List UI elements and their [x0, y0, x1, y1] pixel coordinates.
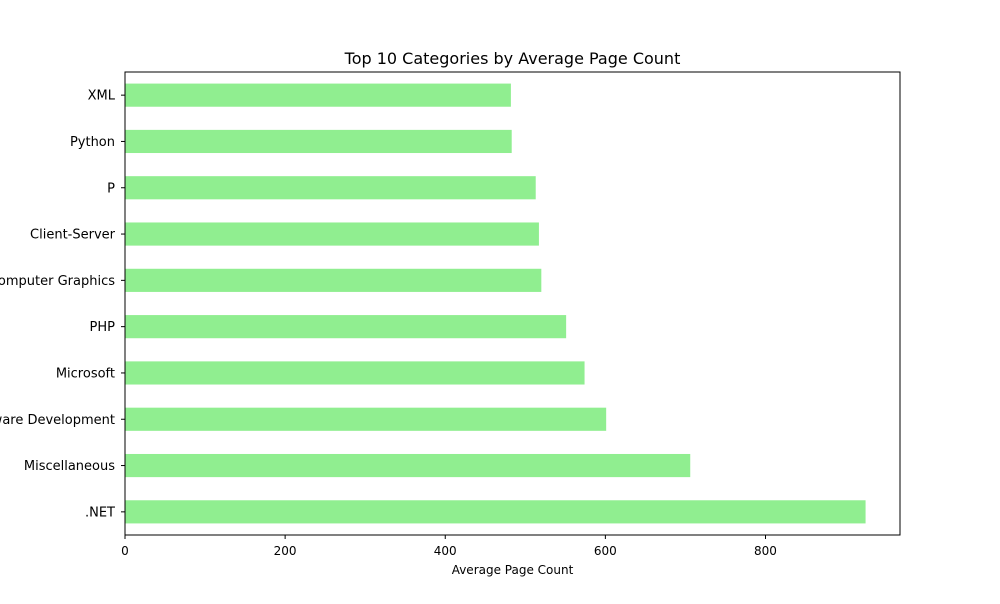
y-tick-label-7: P [107, 181, 115, 196]
x-axis-ticks: 0 200 400 600 800 [121, 535, 777, 558]
x-tick-label-2: 400 [434, 544, 457, 558]
y-tick-label-4: PHP [90, 320, 116, 335]
x-axis-label: Average Page Count [452, 563, 574, 577]
y-tick-label-6: Client-Server [30, 228, 116, 243]
bar-1 [125, 453, 691, 478]
bar-5 [125, 268, 542, 292]
bar-9 [125, 83, 511, 107]
bars-group [125, 83, 866, 524]
bar-7 [125, 176, 536, 200]
x-tick-label-0: 0 [121, 544, 129, 558]
y-tick-label-0: .NET [85, 505, 115, 520]
y-tick-label-9: XML [88, 89, 116, 104]
bar-6 [125, 222, 539, 246]
y-axis-ticks: .NET Miscellaneous Software Development Mic… [0, 89, 125, 520]
x-tick-label-3: 600 [594, 544, 617, 558]
bar-8 [125, 129, 512, 154]
chart-title: Top 10 Categories by Average Page Count [344, 49, 681, 68]
y-tick-label-8: Python [70, 135, 115, 150]
y-tick-label-3: Microsoft [56, 366, 115, 381]
y-tick-label-2: Software Development [0, 413, 115, 428]
y-tick-label-1: Miscellaneous [24, 459, 115, 474]
bar-2 [125, 407, 607, 431]
bar-0 [125, 500, 866, 524]
plot-frame [124, 71, 901, 536]
x-tick-label-1: 200 [274, 544, 297, 558]
bar-3 [125, 361, 585, 385]
y-tick-label-5: Computer Graphics [0, 274, 115, 289]
x-tick-label-4: 800 [754, 544, 777, 558]
bar-4 [125, 315, 567, 339]
